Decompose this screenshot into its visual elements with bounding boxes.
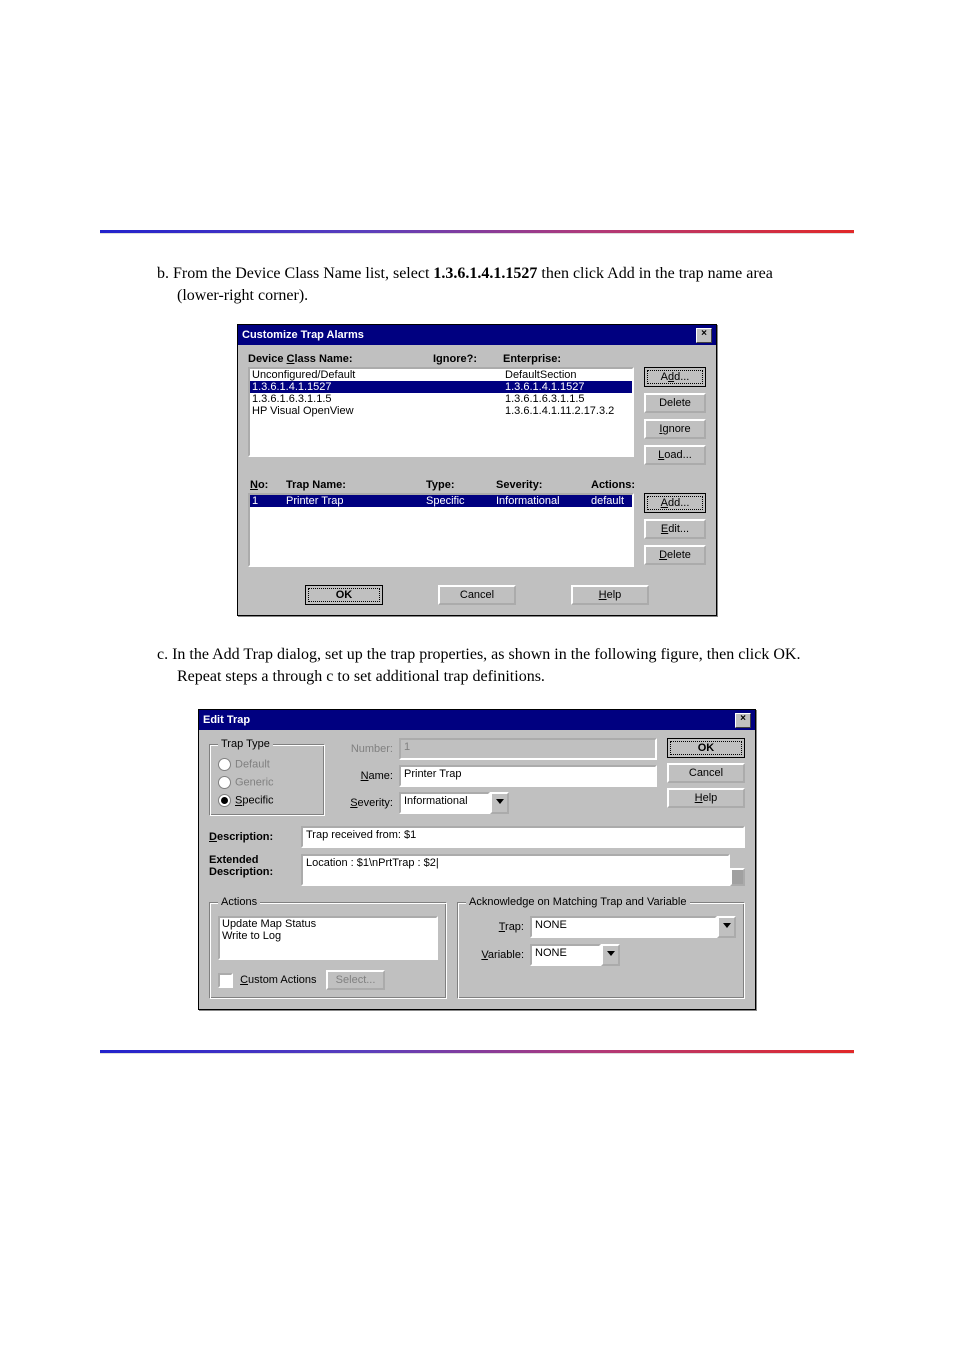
col-type: Type: bbox=[426, 479, 496, 491]
ack-trap-combo[interactable]: NONE bbox=[530, 916, 736, 938]
enterprise-header: Enterprise: bbox=[503, 353, 706, 365]
trap-type-legend: Trap Type bbox=[218, 738, 273, 750]
dialog-titlebar[interactable]: Customize Trap Alarms × bbox=[238, 325, 716, 345]
scroll-up-icon[interactable] bbox=[730, 854, 745, 868]
col-severity: Severity: bbox=[496, 479, 591, 491]
number-label: Number: bbox=[335, 743, 399, 755]
ignore-button[interactable]: Ignore bbox=[644, 419, 706, 439]
ack-var-label: Variable: bbox=[466, 949, 530, 961]
trap-listbox[interactable]: 1Printer TrapSpecificInformationaldefaul… bbox=[248, 493, 634, 567]
device-class-listbox[interactable]: Unconfigured/DefaultDefaultSection1.3.6.… bbox=[248, 367, 634, 457]
trap-type-radio[interactable]: Specific bbox=[218, 794, 316, 807]
delete-button[interactable]: Delete bbox=[644, 393, 706, 413]
delete-button[interactable]: Delete bbox=[644, 545, 706, 565]
ack-var-value: NONE bbox=[530, 944, 601, 966]
description-field[interactable]: Trap received from: $1 bbox=[301, 826, 745, 848]
col-trapname: Trap Name: bbox=[286, 479, 426, 491]
trap-type-radios: Default Generic Specific bbox=[218, 758, 316, 807]
device-row[interactable]: 1.3.6.1.6.3.1.1.51.3.6.1.6.3.1.1.5 bbox=[250, 393, 632, 405]
severity-value: Informational bbox=[399, 792, 490, 814]
severity-combo[interactable]: Informational bbox=[399, 792, 509, 814]
trap-type-group: Trap Type Default Generic Specific bbox=[209, 738, 325, 816]
ack-var-combo[interactable]: NONE bbox=[530, 944, 620, 966]
acknowledge-group: Acknowledge on Matching Trap and Variabl… bbox=[457, 896, 745, 999]
col-no: No: bbox=[250, 479, 286, 491]
cancel-button[interactable]: Cancel bbox=[438, 585, 516, 605]
dialog-title: Customize Trap Alarms bbox=[242, 329, 364, 341]
actions-listbox[interactable]: Update Map StatusWrite to Log bbox=[218, 916, 438, 960]
header-rule bbox=[100, 230, 854, 233]
device-row[interactable]: 1.3.6.1.4.1.15271.3.6.1.4.1.1527 bbox=[250, 381, 632, 393]
custom-actions-label: Custom Actions bbox=[240, 974, 316, 986]
step-c-text: c. In the Add Trap dialog, set up the tr… bbox=[145, 644, 809, 687]
footer-rule bbox=[100, 1050, 854, 1053]
acknowledge-legend: Acknowledge on Matching Trap and Variabl… bbox=[466, 896, 690, 908]
ack-trap-value: NONE bbox=[530, 916, 717, 938]
custom-actions-checkbox[interactable] bbox=[218, 973, 233, 988]
scroll-down-icon bbox=[730, 868, 745, 886]
select-button: Select... bbox=[326, 970, 386, 990]
instruction-text-b: b. From the Device Class Name list, sele… bbox=[145, 263, 809, 306]
customize-trap-alarms-dialog: Customize Trap Alarms × Device Class Nam… bbox=[237, 324, 717, 616]
add--button[interactable]: Add... bbox=[644, 493, 706, 513]
help-button[interactable]: Help bbox=[667, 788, 745, 808]
actions-group: Actions Update Map StatusWrite to Log Cu… bbox=[209, 896, 447, 999]
actions-legend: Actions bbox=[218, 896, 260, 908]
load--button[interactable]: Load... bbox=[644, 445, 706, 465]
action-row[interactable]: Write to Log bbox=[220, 930, 436, 942]
ok-button[interactable]: OK bbox=[667, 738, 745, 758]
close-icon[interactable]: × bbox=[696, 328, 712, 343]
number-field: 1 bbox=[399, 738, 657, 760]
name-label: Name: bbox=[335, 770, 399, 782]
dialog2-title: Edit Trap bbox=[203, 714, 250, 726]
trap-row[interactable]: 1Printer TrapSpecificInformationaldefaul… bbox=[250, 495, 632, 507]
ack-trap-label: Trap: bbox=[466, 921, 530, 933]
chevron-down-icon[interactable] bbox=[717, 916, 736, 938]
trap-buttons: Add... Edit... Delete bbox=[644, 493, 706, 567]
description-label: Description: bbox=[209, 831, 301, 843]
action-row[interactable]: Update Map Status bbox=[220, 918, 436, 930]
dialog2-titlebar[interactable]: Edit Trap × bbox=[199, 710, 755, 730]
edit-trap-dialog: Edit Trap × Trap Type Default Generic Spec… bbox=[198, 709, 756, 1010]
extended-desc-label: Extended Description: bbox=[209, 854, 301, 886]
cancel-button[interactable]: Cancel bbox=[667, 763, 745, 783]
trap-type-radio: Default bbox=[218, 758, 316, 771]
device-buttons: Add... Delete Ignore Load... bbox=[644, 367, 706, 465]
device-row[interactable]: Unconfigured/DefaultDefaultSection bbox=[250, 369, 632, 381]
device-row[interactable]: HP Visual OpenView1.3.6.1.4.1.11.2.17.3.… bbox=[250, 405, 632, 417]
ok-button[interactable]: OK bbox=[305, 585, 383, 605]
close-icon[interactable]: × bbox=[735, 713, 751, 728]
instruction-text-c: c. In the Add Trap dialog, set up the tr… bbox=[145, 644, 809, 687]
step-b-oid: 1.3.6.1.4.1.1527 bbox=[433, 265, 537, 282]
trap-type-radio: Generic bbox=[218, 776, 316, 789]
extended-desc-field[interactable]: Location : $1\nPrtTrap : $2| bbox=[301, 854, 730, 886]
device-class-header: Device Class Name: bbox=[248, 353, 433, 365]
col-actions: Actions: bbox=[591, 479, 704, 491]
chevron-down-icon[interactable] bbox=[490, 792, 509, 814]
step-b-prefix: b. From the Device Class Name list, sele… bbox=[157, 265, 433, 282]
name-field[interactable]: Printer Trap bbox=[399, 765, 657, 787]
severity-label: Severity: bbox=[335, 797, 399, 809]
add--button[interactable]: Add... bbox=[644, 367, 706, 387]
edit--button[interactable]: Edit... bbox=[644, 519, 706, 539]
help-button[interactable]: Help bbox=[571, 585, 649, 605]
ignore-header: Ignore?: bbox=[433, 353, 503, 365]
chevron-down-icon[interactable] bbox=[601, 944, 620, 966]
